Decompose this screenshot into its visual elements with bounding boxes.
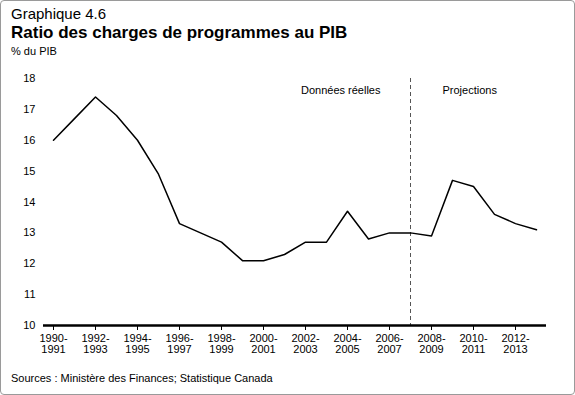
svg-text:18: 18 [23,72,35,84]
svg-text:12: 12 [23,257,35,269]
svg-text:2000-2001: 2000-2001 [249,332,277,355]
svg-text:1992-1993: 1992-1993 [81,332,109,355]
svg-text:10: 10 [23,319,35,331]
svg-text:13: 13 [23,226,35,238]
svg-text:17: 17 [23,103,35,115]
svg-text:2012-2013: 2012-2013 [501,332,529,355]
svg-text:2010-2011: 2010-2011 [459,332,487,355]
svg-text:2006-2007: 2006-2007 [375,332,403,355]
html-text:Ratio des charges de programme: Ratio des charges de programmes au PIB [11,23,348,42]
svg-text:1990-1991: 1990-1991 [39,332,67,355]
html-text:Sources : Ministère des Financ: Sources : Ministère des Finances; Statis… [11,372,273,384]
svg-text:1998-1999: 1998-1999 [207,332,235,355]
svg-text:Données réelles: Données réelles [301,84,381,96]
svg-text:2004-2005: 2004-2005 [333,332,361,355]
svg-text:16: 16 [23,134,35,146]
svg-text:1994-1995: 1994-1995 [123,332,151,355]
svg-text:14: 14 [23,196,35,208]
svg-text:Projections: Projections [443,84,498,96]
html-text:Graphique 4.6: Graphique 4.6 [11,5,107,22]
svg-text:2008-2009: 2008-2009 [417,332,445,355]
svg-text:2002-2003: 2002-2003 [291,332,319,355]
svg-text:15: 15 [23,165,35,177]
svg-text:1996-1997: 1996-1997 [165,332,193,355]
html-text:% du PIB: % du PIB [11,45,57,57]
svg-text:11: 11 [24,288,35,300]
